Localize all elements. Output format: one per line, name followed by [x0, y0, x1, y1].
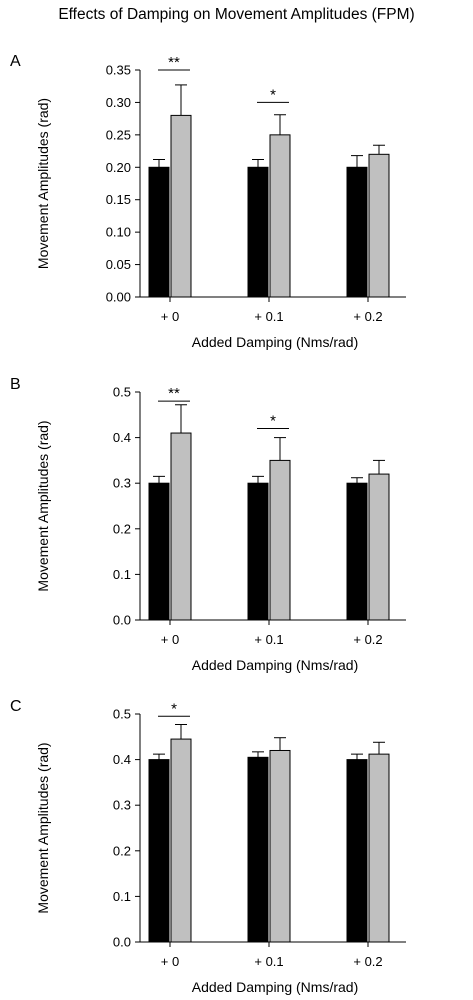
y-tick-label: 0.3 [113, 476, 131, 491]
x-axis-label: Added Damping (Nms/rad) [192, 979, 359, 995]
bar [247, 166, 269, 298]
bar [148, 166, 170, 298]
significance-label: ** [168, 54, 180, 71]
x-tick-label: + 0.2 [353, 632, 382, 647]
y-axis-label: Movement Amplitudes (rad) [35, 98, 51, 269]
bar [247, 482, 269, 621]
bar [247, 756, 269, 943]
chart-panel-b: B 0.0 0.1 0.2 0.3 0.4 0.5 Movement Amplitudes (… [10, 376, 406, 673]
x-tick-label: + 0.1 [254, 309, 283, 324]
chart-panel-c: C 0.0 0.1 0.2 0.3 0.4 0.5 Movement Amplitudes (… [10, 698, 406, 995]
x-tick-label: + 0.2 [353, 954, 382, 969]
chart-panel-a: A 0.00 0.05 0.10 0.15 0.20 0.25 0.30 0.35 Movemen… [10, 53, 406, 350]
y-axis-label: Movement Amplitudes (rad) [35, 742, 51, 913]
y-tick-label: 0.1 [113, 567, 131, 582]
panel-label: B [10, 376, 21, 393]
y-tick-label: 0.0 [113, 613, 131, 628]
y-tick-label: 0.3 [113, 798, 131, 813]
significance-label: * [270, 86, 276, 103]
bar [269, 749, 291, 943]
y-tick-label: 0.25 [106, 127, 131, 142]
y-tick-label: 0.20 [106, 160, 131, 175]
y-tick-label: 0.0 [113, 935, 131, 950]
y-axis-label: Movement Amplitudes (rad) [35, 420, 51, 591]
bar [368, 153, 390, 298]
bar [148, 759, 170, 943]
significance-label: * [270, 412, 276, 429]
bar [269, 134, 291, 298]
bar [346, 482, 368, 621]
x-axis-label: Added Damping (Nms/rad) [192, 334, 359, 350]
x-tick-label: + 0.1 [254, 632, 283, 647]
significance-label: ** [168, 385, 180, 402]
x-tick-label: + 0 [161, 309, 179, 324]
y-tick-label: 0.30 [106, 95, 131, 110]
bar [170, 738, 192, 943]
figure-title: Effects of Damping on Movement Amplitude… [58, 6, 415, 23]
y-tick-label: 0.4 [113, 752, 131, 767]
y-tick-label: 0.35 [106, 63, 131, 78]
x-tick-label: + 0.2 [353, 309, 382, 324]
bar [346, 759, 368, 943]
y-tick-label: 0.2 [113, 521, 131, 536]
bar [170, 114, 192, 298]
panel-label: A [10, 53, 21, 70]
panel-label: C [10, 698, 22, 715]
y-tick-label: 0.5 [113, 707, 131, 722]
y-tick-label: 0.10 [106, 225, 131, 240]
y-tick-label: 0.05 [106, 257, 131, 272]
x-tick-label: + 0 [161, 954, 179, 969]
y-tick-label: 0.2 [113, 843, 131, 858]
bar [170, 432, 192, 621]
x-axis-label: Added Damping (Nms/rad) [192, 657, 359, 673]
bar [346, 166, 368, 298]
bar [148, 482, 170, 621]
y-tick-label: 0.5 [113, 385, 131, 400]
x-tick-label: + 0.1 [254, 954, 283, 969]
y-tick-label: 0.15 [106, 192, 131, 207]
y-tick-label: 0.00 [106, 290, 131, 305]
significance-label: * [171, 700, 177, 717]
bar [269, 459, 291, 621]
y-tick-label: 0.4 [113, 430, 131, 445]
y-tick-label: 0.1 [113, 889, 131, 904]
x-tick-label: + 0 [161, 632, 179, 647]
bar [368, 753, 390, 943]
bar [368, 473, 390, 621]
